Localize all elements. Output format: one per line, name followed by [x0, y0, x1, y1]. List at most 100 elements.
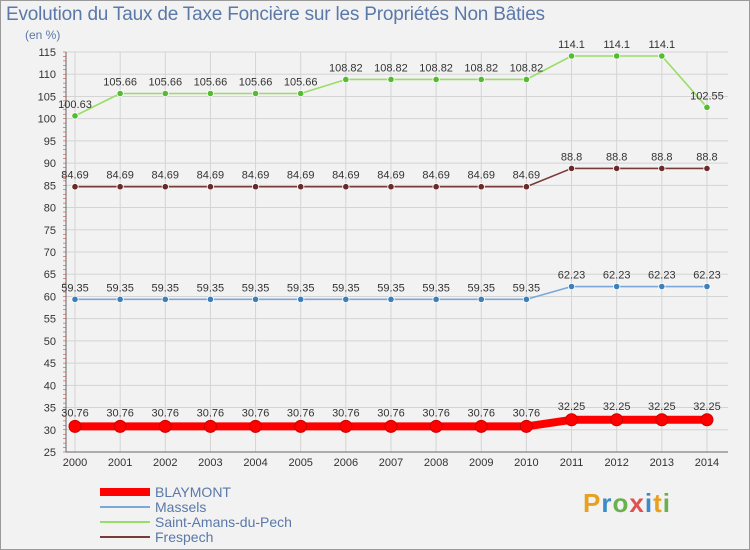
data-label-blaymont: 32.25: [558, 401, 586, 413]
data-label-frespech: 84.69: [61, 170, 89, 182]
data-label-blaymont: 30.76: [197, 407, 225, 419]
data-point-frespech: [522, 183, 531, 191]
y-tick-label: 35: [44, 403, 56, 415]
y-tick-label: 115: [38, 47, 56, 59]
data-label-massels: 59.35: [287, 282, 315, 294]
data-label-blaymont: 30.76: [422, 407, 450, 419]
y-tick-label: 105: [38, 91, 56, 103]
x-tick-label: 2001: [108, 457, 132, 469]
data-label-blaymont: 32.25: [648, 401, 676, 413]
data-point-blaymont: [610, 413, 624, 427]
data-point-saint-amans-du-pech: [297, 89, 305, 98]
data-label-massels: 59.35: [61, 282, 89, 294]
data-point-blaymont: [339, 419, 353, 433]
data-label-frespech: 84.69: [467, 170, 495, 182]
data-label-frespech: 88.8: [561, 151, 582, 163]
x-tick-label: 2002: [153, 457, 177, 469]
y-tick-label: 55: [44, 314, 56, 326]
data-label-frespech: 88.8: [696, 151, 717, 163]
data-label-massels: 59.35: [197, 282, 225, 294]
y-tick-label: 50: [44, 336, 56, 348]
data-point-saint-amans-du-pech: [251, 89, 260, 98]
data-point-massels: [703, 282, 711, 291]
data-label-saint-amans-du-pech: 114.1: [558, 39, 585, 51]
data-label-frespech: 84.69: [422, 170, 450, 182]
data-label-massels: 62.23: [558, 270, 586, 282]
data-point-frespech: [567, 164, 576, 173]
data-point-blaymont: [700, 413, 714, 427]
data-label-massels: 62.23: [693, 270, 721, 282]
y-tick-label: 70: [44, 247, 56, 259]
data-point-massels: [251, 295, 260, 303]
x-tick-label: 2009: [469, 457, 493, 469]
data-point-frespech: [342, 183, 350, 191]
data-point-frespech: [161, 183, 169, 191]
chart-title: Evolution du Taux de Taxe Foncière sur l…: [6, 4, 545, 25]
y-tick-label: 80: [44, 203, 56, 215]
data-point-saint-amans-du-pech: [522, 75, 531, 84]
y-tick-label: 65: [44, 269, 56, 281]
proxiti-logo: Proxiti: [583, 488, 671, 518]
data-label-blaymont: 30.76: [61, 407, 89, 419]
legend-label-massels: Massels: [155, 499, 207, 515]
data-point-frespech: [387, 183, 395, 191]
data-point-blaymont: [203, 419, 217, 433]
data-point-massels: [116, 295, 124, 303]
data-point-saint-amans-du-pech: [432, 75, 440, 84]
x-tick-label: 2008: [424, 457, 448, 469]
data-point-frespech: [658, 164, 666, 173]
data-point-saint-amans-du-pech: [71, 112, 79, 120]
x-tick-label: 2000: [63, 457, 87, 469]
x-tick-label: 2014: [695, 457, 719, 469]
x-tick-label: 2011: [560, 457, 584, 469]
data-point-saint-amans-du-pech: [206, 89, 215, 98]
data-point-saint-amans-du-pech: [116, 89, 124, 98]
data-point-blaymont: [249, 419, 263, 433]
data-label-saint-amans-du-pech: 108.82: [329, 62, 363, 74]
data-label-saint-amans-du-pech: 108.82: [374, 62, 408, 74]
x-tick-label: 2007: [379, 457, 403, 469]
data-point-blaymont: [429, 419, 443, 433]
x-tick-label: 2012: [604, 457, 628, 469]
y-tick-label: 110: [38, 69, 56, 81]
data-point-frespech: [297, 183, 305, 191]
data-point-massels: [71, 295, 79, 303]
data-point-massels: [432, 295, 440, 303]
data-point-frespech: [116, 183, 124, 191]
data-point-blaymont: [68, 419, 82, 433]
legend-swatch-frespech: [100, 536, 150, 538]
data-point-blaymont: [474, 419, 488, 433]
data-label-saint-amans-du-pech: 105.66: [148, 77, 182, 89]
data-label-massels: 59.35: [467, 282, 495, 294]
data-point-massels: [477, 295, 485, 303]
legend-label-blaymont: BLAYMONT: [155, 484, 231, 500]
data-point-frespech: [477, 183, 485, 191]
data-label-blaymont: 32.25: [693, 401, 721, 413]
data-point-saint-amans-du-pech: [567, 52, 576, 60]
data-label-blaymont: 30.76: [106, 407, 134, 419]
data-point-frespech: [71, 183, 79, 191]
data-point-saint-amans-du-pech: [387, 75, 395, 84]
y-tick-label: 60: [44, 291, 56, 303]
data-point-massels: [161, 295, 169, 303]
data-label-saint-amans-du-pech: 105.66: [194, 77, 228, 89]
data-label-frespech: 88.8: [651, 151, 672, 163]
data-point-massels: [342, 295, 350, 303]
data-point-massels: [387, 295, 395, 303]
data-point-massels: [206, 295, 215, 303]
data-label-massels: 59.35: [513, 282, 541, 294]
legend-swatch-blaymont: [100, 488, 150, 496]
data-label-blaymont: 30.76: [513, 407, 541, 419]
data-point-blaymont: [294, 419, 308, 433]
data-point-frespech: [703, 164, 711, 173]
data-point-massels: [658, 282, 666, 291]
data-point-saint-amans-du-pech: [161, 89, 169, 98]
data-label-massels: 59.35: [106, 282, 134, 294]
data-label-saint-amans-du-pech: 102.55: [690, 90, 724, 102]
data-point-saint-amans-du-pech: [477, 75, 485, 84]
data-point-frespech: [613, 164, 621, 173]
data-point-blaymont: [519, 419, 533, 433]
data-label-massels: 62.23: [648, 270, 676, 282]
x-tick-label: 2010: [514, 457, 538, 469]
